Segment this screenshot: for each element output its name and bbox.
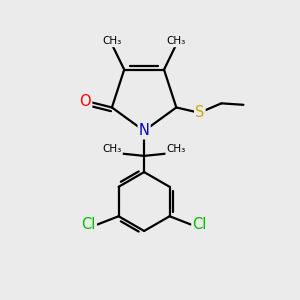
Text: N: N [139,123,149,138]
Text: CH₃: CH₃ [103,144,122,154]
Text: CH₃: CH₃ [103,36,122,46]
Text: CH₃: CH₃ [166,36,185,46]
Text: Cl: Cl [193,217,207,232]
Text: Cl: Cl [81,217,96,232]
Text: O: O [80,94,91,109]
Text: S: S [195,105,205,120]
Text: CH₃: CH₃ [166,144,185,154]
